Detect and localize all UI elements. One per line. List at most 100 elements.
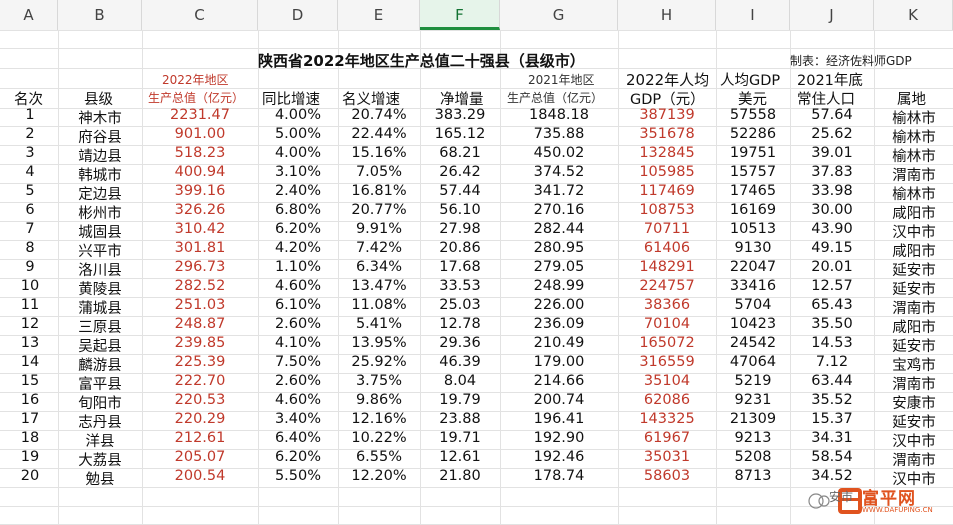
cell-net[interactable]: 165.12	[434, 126, 486, 142]
cell-nominal[interactable]: 3.75%	[355, 373, 403, 389]
cell-net[interactable]: 19.79	[439, 392, 481, 408]
cell-county[interactable]: 兴平市	[78, 244, 122, 260]
cell-usd[interactable]: 47064	[729, 354, 777, 370]
cell-nominal[interactable]: 7.42%	[355, 240, 403, 256]
cell-percap[interactable]: 35104	[643, 373, 691, 389]
cell-nominal[interactable]: 12.20%	[351, 468, 407, 484]
cell-net[interactable]: 33.53	[439, 278, 481, 294]
cell-net[interactable]: 383.29	[434, 107, 486, 123]
cell-pop[interactable]: 12.57	[811, 278, 853, 294]
cell-percap[interactable]: 351678	[639, 126, 695, 142]
cell-gdp2021[interactable]: 735.88	[533, 126, 585, 142]
cell-gdp2022[interactable]: 901.00	[174, 126, 226, 142]
cell-gdp2021[interactable]: 200.74	[533, 392, 585, 408]
cell-county[interactable]: 麟游县	[78, 358, 122, 374]
cell-yoy[interactable]: 5.00%	[274, 126, 322, 142]
cell-region[interactable]: 榆林市	[892, 130, 936, 146]
column-header-g[interactable]: G	[500, 0, 618, 30]
cell-nominal[interactable]: 9.86%	[355, 392, 403, 408]
cell-region[interactable]: 榆林市	[892, 149, 936, 165]
cell-yoy[interactable]: 6.40%	[274, 430, 322, 446]
cell-gdp2022[interactable]: 222.70	[174, 373, 226, 389]
cell-usd[interactable]: 5219	[734, 373, 772, 389]
cell-region[interactable]: 榆林市	[892, 187, 936, 203]
cell-region[interactable]: 渭南市	[892, 301, 936, 317]
cell-rank[interactable]: 4	[25, 164, 35, 180]
cell-percap[interactable]: 117469	[639, 183, 695, 199]
cell-county[interactable]: 洋县	[85, 434, 115, 450]
column-header-c[interactable]: C	[142, 0, 258, 30]
cell-county[interactable]: 富平县	[78, 377, 122, 393]
cell-county[interactable]: 蒲城县	[78, 301, 122, 317]
cell-gdp2021[interactable]: 1848.18	[529, 107, 589, 123]
cell-usd[interactable]: 16169	[729, 202, 777, 218]
cell-yoy[interactable]: 3.40%	[274, 411, 322, 427]
cell-gdp2021[interactable]: 270.16	[533, 202, 585, 218]
cell-percap[interactable]: 387139	[639, 107, 695, 123]
cell-nominal[interactable]: 5.41%	[355, 316, 403, 332]
cell-gdp2021[interactable]: 236.09	[533, 316, 585, 332]
cell-nominal[interactable]: 9.91%	[355, 221, 403, 237]
cell-percap[interactable]: 70711	[643, 221, 691, 237]
cell-nominal[interactable]: 22.44%	[351, 126, 407, 142]
cell-region[interactable]: 汉中市	[892, 472, 936, 488]
cell-county[interactable]: 城固县	[78, 225, 122, 241]
cell-gdp2021[interactable]: 279.05	[533, 259, 585, 275]
cell-yoy[interactable]: 6.80%	[274, 202, 322, 218]
cell-yoy[interactable]: 2.60%	[274, 373, 322, 389]
cell-usd[interactable]: 9213	[734, 430, 772, 446]
cell-rank[interactable]: 16	[20, 392, 40, 408]
column-header-d[interactable]: D	[258, 0, 338, 30]
cell-gdp2021[interactable]: 374.52	[533, 164, 585, 180]
cell-percap[interactable]: 70104	[643, 316, 691, 332]
cell-percap[interactable]: 132845	[639, 145, 695, 161]
cell-region[interactable]: 延安市	[892, 282, 936, 298]
cell-yoy[interactable]: 2.60%	[274, 316, 322, 332]
cell-gdp2022[interactable]: 205.07	[174, 449, 226, 465]
cell-pop[interactable]: 39.01	[811, 145, 853, 161]
cell-usd[interactable]: 9130	[734, 240, 772, 256]
cell-region[interactable]: 安康市	[892, 396, 936, 412]
cell-pop[interactable]: 35.50	[811, 316, 853, 332]
column-header-i[interactable]: I	[716, 0, 790, 30]
cell-usd[interactable]: 33416	[729, 278, 777, 294]
cell-gdp2022[interactable]: 2231.47	[170, 107, 230, 123]
cell-percap[interactable]: 58603	[643, 468, 691, 484]
cell-net[interactable]: 12.78	[439, 316, 481, 332]
cell-region[interactable]: 咸阳市	[892, 244, 936, 260]
cell-rank[interactable]: 14	[20, 354, 40, 370]
cell-yoy[interactable]: 7.50%	[274, 354, 322, 370]
cell-county[interactable]: 三原县	[78, 320, 122, 336]
cell-region[interactable]: 汉中市	[892, 434, 936, 450]
cell-percap[interactable]: 105985	[639, 164, 695, 180]
cell-gdp2021[interactable]: 214.66	[533, 373, 585, 389]
cell-nominal[interactable]: 25.92%	[351, 354, 407, 370]
cell-county[interactable]: 勉县	[85, 472, 115, 488]
cell-nominal[interactable]: 13.95%	[351, 335, 407, 351]
cell-pop[interactable]: 37.83	[811, 164, 853, 180]
cell-region[interactable]: 延安市	[892, 415, 936, 431]
cell-county[interactable]: 旬阳市	[78, 396, 122, 412]
cell-percap[interactable]: 108753	[639, 202, 695, 218]
cell-gdp2021[interactable]: 179.00	[533, 354, 585, 370]
cell-rank[interactable]: 7	[25, 221, 35, 237]
cell-net[interactable]: 12.61	[439, 449, 481, 465]
cell-nominal[interactable]: 12.16%	[351, 411, 407, 427]
cell-county[interactable]: 韩城市	[78, 168, 122, 184]
cell-usd[interactable]: 8713	[734, 468, 772, 484]
cell-nominal[interactable]: 15.16%	[351, 145, 407, 161]
cell-gdp2022[interactable]: 225.39	[174, 354, 226, 370]
cell-yoy[interactable]: 4.60%	[274, 392, 322, 408]
cell-yoy[interactable]: 6.10%	[274, 297, 322, 313]
cell-usd[interactable]: 52286	[729, 126, 777, 142]
cell-pop[interactable]: 25.62	[811, 126, 853, 142]
cell-pop[interactable]: 33.98	[811, 183, 853, 199]
cell-county[interactable]: 吴起县	[78, 339, 122, 355]
cell-region[interactable]: 咸阳市	[892, 206, 936, 222]
cell-rank[interactable]: 6	[25, 202, 35, 218]
cell-region[interactable]: 榆林市	[892, 111, 936, 127]
cell-rank[interactable]: 11	[20, 297, 40, 313]
cell-usd[interactable]: 10423	[729, 316, 777, 332]
cell-rank[interactable]: 15	[20, 373, 40, 389]
cell-pop[interactable]: 57.64	[811, 107, 853, 123]
